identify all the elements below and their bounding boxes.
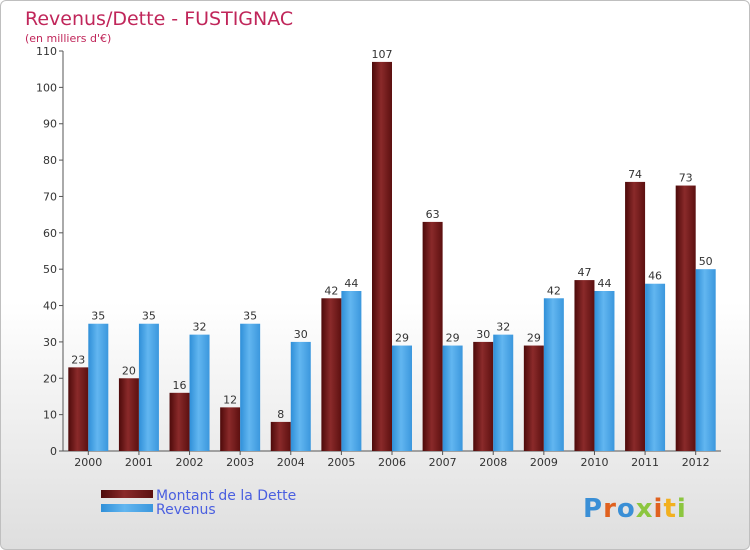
x-tick-label: 2012 xyxy=(682,456,710,469)
data-label-dette: 8 xyxy=(277,408,284,421)
data-label-revenus: 50 xyxy=(699,255,713,268)
data-label-revenus: 30 xyxy=(294,328,308,341)
data-label-dette: 30 xyxy=(476,328,490,341)
x-tick-label: 2003 xyxy=(226,456,254,469)
data-label-dette: 20 xyxy=(122,364,136,377)
data-label-revenus: 32 xyxy=(496,321,510,334)
bar-dette xyxy=(321,298,342,451)
chart-title: Revenus/Dette - FUSTIGNAC xyxy=(25,8,293,30)
data-label-revenus: 35 xyxy=(243,310,257,323)
x-tick-label: 2008 xyxy=(479,456,507,469)
x-tick-label: 2006 xyxy=(378,456,406,469)
data-label-dette: 73 xyxy=(679,172,693,185)
y-tick-label: 20 xyxy=(43,372,57,385)
data-label-revenus: 29 xyxy=(446,332,460,345)
bar-dette xyxy=(118,378,139,451)
data-label-dette: 29 xyxy=(527,332,541,345)
y-tick-label: 110 xyxy=(36,45,57,58)
bar-dette xyxy=(220,407,241,451)
bars xyxy=(68,61,716,452)
bar-revenus xyxy=(88,323,109,451)
bar-revenus xyxy=(290,341,311,451)
x-tick-label: 2010 xyxy=(580,456,608,469)
data-label-revenus: 42 xyxy=(547,284,561,297)
data-label-revenus: 35 xyxy=(142,310,156,323)
legend-label-revenus: Revenus xyxy=(156,502,216,518)
y-tick-label: 70 xyxy=(43,190,57,203)
data-label-revenus: 32 xyxy=(193,321,207,334)
bar-dette xyxy=(473,341,494,451)
data-label-revenus: 35 xyxy=(91,310,105,323)
data-label-revenus: 44 xyxy=(344,277,358,290)
y-tick-label: 30 xyxy=(43,336,57,349)
bar-revenus xyxy=(392,345,412,451)
bar-revenus xyxy=(645,283,666,451)
legend: Montant de la Dette Revenus xyxy=(101,488,296,518)
bar-dette xyxy=(625,181,646,451)
proxiti-watermark: Proxiti xyxy=(583,494,687,524)
legend-swatch-revenus xyxy=(101,504,153,512)
bar-dette xyxy=(422,221,443,451)
bar-dette xyxy=(523,345,544,451)
y-tick-label: 0 xyxy=(50,445,57,458)
y-axis: 0 10 20 30 40 50 60 70 80 90 100 110 xyxy=(36,45,64,458)
bar-revenus xyxy=(341,291,362,451)
y-tick-label: 50 xyxy=(43,263,57,276)
x-tick-label: 2004 xyxy=(277,456,305,469)
bar-revenus xyxy=(543,298,564,451)
legend-swatch-dette xyxy=(101,490,153,498)
data-label-dette: 63 xyxy=(426,208,440,221)
bar-revenus xyxy=(695,269,716,451)
data-label-dette: 42 xyxy=(324,284,338,297)
x-tick-label: 2002 xyxy=(176,456,204,469)
bar-dette xyxy=(270,421,291,451)
x-tick-label: 2007 xyxy=(429,456,457,469)
bar-revenus xyxy=(442,345,463,451)
y-tick-label: 80 xyxy=(43,154,57,167)
data-label-revenus: 29 xyxy=(395,332,409,345)
data-label-dette: 23 xyxy=(71,353,85,366)
y-tick-label: 10 xyxy=(43,409,57,422)
data-label-dette: 12 xyxy=(223,393,237,406)
x-tick-label: 2011 xyxy=(631,456,659,469)
bar-dette xyxy=(169,392,190,451)
bar-revenus xyxy=(594,291,615,451)
proxiti-logo: Proxiti xyxy=(583,494,687,524)
data-label-revenus: 44 xyxy=(597,277,611,290)
data-label-dette: 47 xyxy=(577,266,591,279)
x-tick-label: 2009 xyxy=(530,456,558,469)
data-label-dette: 74 xyxy=(628,168,642,181)
chart-subtitle: (en milliers d'€) xyxy=(25,32,111,45)
data-label-dette: 16 xyxy=(173,379,187,392)
data-label-revenus: 46 xyxy=(648,270,662,283)
bar-dette xyxy=(68,367,89,451)
x-tick-label: 2000 xyxy=(74,456,102,469)
x-axis: 2000 2001 2002 2003 2004 2005 2006 2007 2008 2009… xyxy=(63,450,721,469)
bar-revenus xyxy=(138,323,159,451)
y-tick-label: 60 xyxy=(43,227,57,240)
data-label-dette: 107 xyxy=(372,48,393,61)
y-tick-label: 100 xyxy=(36,81,57,94)
data-labels: 23 20 16 12 8 42 107 63 30 29 47 74 73 35 35 32 35 30 44 29… xyxy=(71,48,712,421)
x-tick-label: 2001 xyxy=(125,456,153,469)
bar-revenus xyxy=(189,334,210,451)
bar-dette xyxy=(675,185,696,451)
bar-revenus xyxy=(240,323,261,451)
x-tick-label: 2005 xyxy=(327,456,355,469)
bar-dette xyxy=(574,280,595,451)
legend-label-dette: Montant de la Dette xyxy=(156,488,296,504)
bar-dette xyxy=(372,61,392,452)
y-tick-label: 40 xyxy=(43,300,57,313)
bar-revenus xyxy=(493,334,514,451)
y-tick-label: 90 xyxy=(43,118,57,131)
